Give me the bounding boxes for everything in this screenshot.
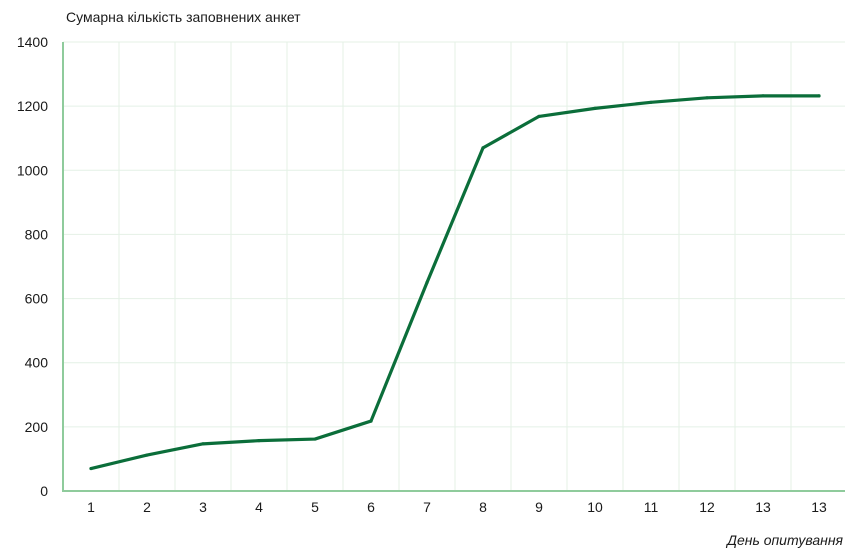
y-tick-label: 200: [25, 419, 49, 435]
data-point: [817, 94, 821, 98]
data-point: [481, 146, 485, 150]
x-tick-label: 12: [699, 499, 715, 515]
x-tick-label: 10: [587, 499, 603, 515]
series-lines: [89, 94, 821, 471]
data-point: [369, 419, 373, 423]
data-point: [145, 453, 149, 457]
data-point: [537, 114, 541, 119]
x-tick-label: 9: [535, 499, 543, 515]
y-tick-label: 1200: [17, 98, 48, 114]
data-point: [201, 442, 205, 446]
y-tick-label: 1000: [17, 162, 48, 178]
x-tick-label: 13: [755, 499, 771, 515]
y-tick-label: 0: [40, 483, 48, 499]
data-point: [313, 437, 317, 441]
grid-lines: [63, 41, 845, 491]
data-point: [649, 100, 653, 104]
series-line: [89, 94, 821, 471]
x-tick-label: 1: [87, 499, 95, 515]
x-tick-label: 8: [479, 499, 487, 515]
y-tick-label: 600: [25, 291, 49, 307]
x-tick-label: 5: [311, 499, 319, 515]
data-point: [705, 96, 709, 100]
x-tick-label: 13: [811, 499, 827, 515]
data-point: [761, 94, 765, 98]
x-tick-label: 4: [255, 499, 263, 515]
data-point: [89, 466, 93, 471]
x-tick-label: 6: [367, 499, 375, 515]
data-point: [257, 439, 261, 443]
x-tick-label: 2: [143, 499, 151, 515]
x-axis-title: День опитування: [725, 532, 843, 548]
data-point: [425, 280, 429, 285]
x-tick-label: 3: [199, 499, 207, 515]
data-point: [593, 106, 597, 110]
y-tick-label: 1400: [17, 34, 48, 50]
y-tick-label: 800: [25, 226, 49, 242]
y-tick-label: 400: [25, 355, 49, 371]
x-tick-label: 7: [423, 499, 431, 515]
x-tick-label: 11: [644, 499, 659, 515]
y-axis-title: Сумарна кількість заповнених анкет: [66, 9, 301, 25]
axes: [62, 42, 845, 492]
